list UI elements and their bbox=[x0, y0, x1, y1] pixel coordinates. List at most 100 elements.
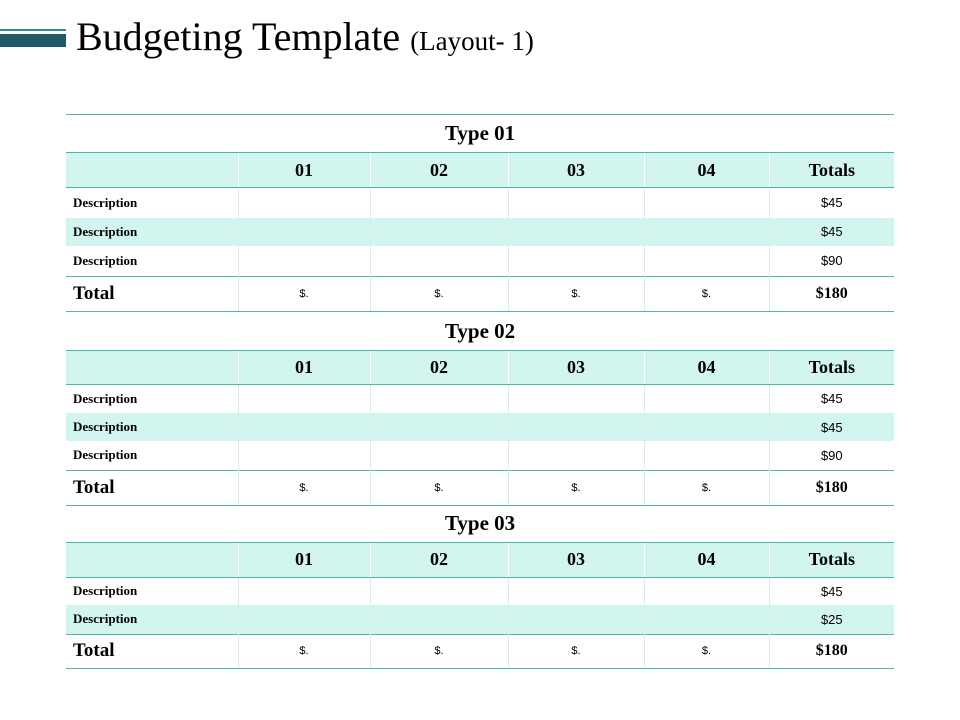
table-cell bbox=[507, 577, 644, 605]
column-header: 04 bbox=[643, 541, 769, 578]
budget-table-type-02: Type 02 01 02 03 04 Totals Description $… bbox=[66, 313, 895, 506]
total-row: Total $. $. $. $. $180 bbox=[66, 276, 895, 312]
table-cell bbox=[507, 187, 644, 218]
table-cell bbox=[237, 577, 370, 605]
table-row: Description $90 bbox=[66, 245, 895, 277]
column-header-row: 01 02 03 04 Totals bbox=[66, 152, 895, 188]
page-title-main: Budgeting Template bbox=[76, 14, 401, 59]
header-blank-cell bbox=[66, 349, 238, 385]
column-header-totals: Totals bbox=[768, 541, 895, 578]
row-total: $90 bbox=[768, 245, 895, 277]
table-cell bbox=[507, 441, 644, 470]
column-header: 01 bbox=[237, 541, 370, 578]
table-row: Description $45 bbox=[66, 577, 895, 605]
page-subtitle: (Layout- 1) bbox=[410, 26, 534, 56]
accent-line bbox=[0, 29, 66, 31]
table-cell bbox=[237, 441, 370, 470]
table-cell bbox=[237, 413, 370, 441]
total-row: Total $. $. $. $. $180 bbox=[66, 633, 895, 669]
row-total: $45 bbox=[768, 217, 895, 246]
table-cell bbox=[507, 245, 644, 277]
table-cell bbox=[643, 577, 769, 605]
table-cell bbox=[369, 413, 508, 441]
section-title: Type 01 bbox=[66, 114, 895, 153]
row-total: $45 bbox=[768, 187, 895, 218]
budget-table-type-03: Type 03 01 02 03 04 Totals Description $… bbox=[66, 505, 895, 669]
total-cell: $. bbox=[237, 633, 370, 669]
table-row: Description $45 bbox=[66, 217, 895, 246]
table-cell bbox=[643, 187, 769, 218]
table-cell bbox=[369, 577, 508, 605]
column-header: 01 bbox=[237, 152, 370, 188]
table-row: Description $45 bbox=[66, 413, 895, 441]
total-cell: $. bbox=[643, 469, 769, 506]
table-cell bbox=[643, 217, 769, 246]
table-row: Description $25 bbox=[66, 605, 895, 634]
table-cell bbox=[643, 413, 769, 441]
accent-block bbox=[0, 34, 66, 47]
table-cell bbox=[369, 217, 508, 246]
section-title-row: Type 01 bbox=[66, 114, 895, 153]
grand-total: $180 bbox=[768, 276, 895, 312]
table-cell bbox=[237, 187, 370, 218]
column-header: 02 bbox=[369, 541, 508, 578]
table-row: Description $90 bbox=[66, 441, 895, 470]
column-header-row: 01 02 03 04 Totals bbox=[66, 349, 895, 385]
section-title-row: Type 03 bbox=[66, 505, 894, 542]
total-cell: $. bbox=[643, 276, 769, 312]
table-cell bbox=[237, 605, 370, 634]
total-cell: $. bbox=[369, 633, 508, 669]
total-cell: $. bbox=[507, 469, 644, 506]
total-cell: $. bbox=[369, 276, 508, 312]
total-cell: $. bbox=[369, 469, 508, 506]
grand-total: $180 bbox=[768, 469, 895, 506]
table-cell bbox=[643, 441, 769, 470]
table-cell bbox=[507, 413, 644, 441]
total-label: Total bbox=[66, 633, 238, 669]
row-label: Description bbox=[73, 252, 138, 268]
column-header-totals: Totals bbox=[768, 152, 895, 188]
row-total: $90 bbox=[768, 441, 895, 470]
table-cell bbox=[643, 605, 769, 634]
table-cell bbox=[369, 245, 508, 277]
total-cell: $. bbox=[507, 633, 644, 669]
row-total: $25 bbox=[768, 605, 895, 634]
section-title: Type 03 bbox=[444, 510, 516, 535]
column-header-row: 01 02 03 04 Totals bbox=[66, 541, 895, 578]
total-label: Total bbox=[66, 469, 238, 506]
table-row: Description $45 bbox=[66, 187, 895, 218]
row-label: Description bbox=[73, 390, 138, 406]
table-row: Description $45 bbox=[66, 384, 895, 413]
column-header-totals: Totals bbox=[768, 349, 895, 385]
section-title: Type 02 bbox=[444, 318, 516, 343]
table-cell bbox=[507, 217, 644, 246]
row-label: Description bbox=[66, 605, 238, 634]
table-cell bbox=[237, 217, 370, 246]
row-label: Description bbox=[73, 583, 138, 599]
section-title-row: Type 02 bbox=[66, 313, 894, 350]
row-total: $45 bbox=[768, 384, 895, 413]
table-cell bbox=[643, 384, 769, 413]
table-cell bbox=[507, 384, 644, 413]
header-blank-cell bbox=[66, 152, 238, 188]
table-cell bbox=[369, 441, 508, 470]
title-accent-bar bbox=[0, 29, 66, 47]
table-cell bbox=[369, 605, 508, 634]
page-title: Budgeting Template (Layout- 1) bbox=[76, 13, 534, 65]
column-header: 03 bbox=[507, 541, 644, 578]
table-cell bbox=[369, 187, 508, 218]
column-header: 02 bbox=[369, 152, 508, 188]
total-cell: $. bbox=[237, 276, 370, 312]
total-cell: $. bbox=[643, 633, 769, 669]
row-label: Description bbox=[66, 413, 238, 441]
table-cell bbox=[507, 605, 644, 634]
row-label: Description bbox=[66, 217, 238, 246]
total-cell: $. bbox=[507, 276, 644, 312]
table-cell bbox=[237, 245, 370, 277]
header-blank-cell bbox=[66, 541, 238, 578]
column-header: 03 bbox=[507, 152, 644, 188]
column-header: 04 bbox=[643, 152, 769, 188]
row-total: $45 bbox=[768, 577, 895, 605]
budget-table-type-01: Type 01 01 02 03 04 Totals Description $… bbox=[66, 114, 895, 312]
row-total: $45 bbox=[768, 413, 895, 441]
